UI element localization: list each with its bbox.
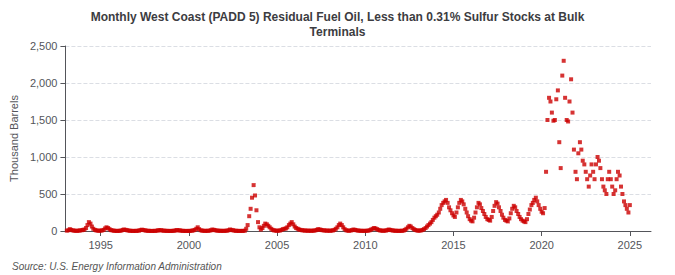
svg-text:2000: 2000	[177, 239, 201, 251]
svg-text:0: 0	[51, 225, 57, 237]
svg-text:1,000: 1,000	[30, 151, 58, 163]
svg-text:2025: 2025	[618, 239, 642, 251]
svg-text:Source: U.S. Energy Informatio: Source: U.S. Energy Information Administ…	[12, 261, 222, 272]
svg-text:Terminals: Terminals	[310, 25, 366, 39]
svg-text:2020: 2020	[529, 239, 553, 251]
svg-text:Monthly West Coast (PADD 5) Re: Monthly West Coast (PADD 5) Residual Fue…	[91, 10, 585, 24]
svg-text:1995: 1995	[88, 239, 112, 251]
svg-text:2010: 2010	[353, 239, 377, 251]
svg-text:2,500: 2,500	[30, 40, 58, 52]
svg-text:2005: 2005	[265, 239, 289, 251]
svg-text:Thousand Barrels: Thousand Barrels	[8, 95, 20, 182]
svg-text:1,500: 1,500	[30, 114, 58, 126]
svg-text:2,000: 2,000	[30, 77, 58, 89]
svg-text:500: 500	[39, 188, 57, 200]
svg-text:2015: 2015	[441, 239, 465, 251]
